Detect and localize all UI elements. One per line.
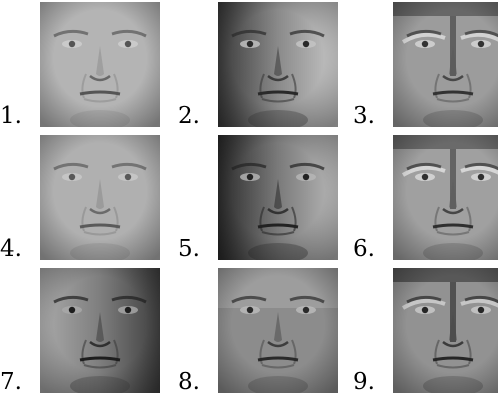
face-label-1: 1. (0, 103, 22, 129)
face-drawing-1 (40, 2, 160, 127)
face-cell-3: 3. (353, 0, 498, 128)
face-label-6: 6. (353, 236, 375, 262)
face-cell-5: 5. (178, 133, 338, 261)
face-image-8 (218, 268, 338, 393)
face-drawing-3 (393, 2, 498, 127)
face-image-7 (40, 268, 160, 393)
face-image-5 (218, 135, 338, 260)
face-drawing-8 (218, 268, 338, 393)
face-drawing-7 (40, 268, 160, 393)
face-image-6 (393, 135, 498, 260)
face-drawing-4 (40, 135, 160, 260)
face-label-7: 7. (0, 369, 22, 395)
face-drawing-9 (393, 268, 498, 393)
face-cell-6: 6. (353, 133, 498, 261)
face-cell-4: 4. (0, 133, 160, 261)
face-label-2: 2. (178, 103, 200, 129)
face-cell-9: 9. (353, 266, 498, 394)
face-label-8: 8. (178, 369, 200, 395)
face-image-1 (40, 2, 160, 127)
face-drawing-6 (393, 135, 498, 260)
face-drawing-5 (218, 135, 338, 260)
face-image-4 (40, 135, 160, 260)
face-image-9 (393, 268, 498, 393)
face-label-3: 3. (353, 103, 375, 129)
face-cell-7: 7. (0, 266, 160, 394)
face-cell-8: 8. (178, 266, 338, 394)
face-image-3 (393, 2, 498, 127)
face-image-2 (218, 2, 338, 127)
face-label-5: 5. (178, 236, 200, 262)
face-drawing-2 (218, 2, 338, 127)
face-label-4: 4. (0, 236, 22, 262)
face-cell-1: 1. (0, 0, 160, 128)
face-cell-2: 2. (178, 0, 338, 128)
face-label-9: 9. (353, 369, 375, 395)
